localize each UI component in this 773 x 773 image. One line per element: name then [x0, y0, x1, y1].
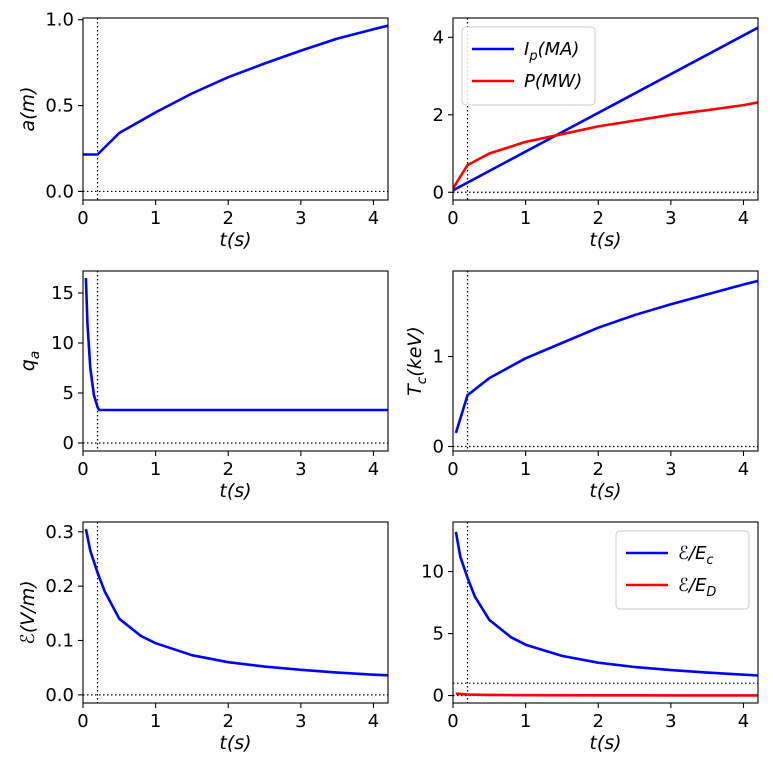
series-line-qa-0 [84, 277, 388, 412]
y-tick-label: 0.0 [45, 181, 74, 202]
x-tick-label: 3 [665, 711, 676, 732]
x-tick-label: 3 [295, 208, 306, 229]
x-tick-label: 3 [665, 459, 676, 480]
y-tick-label: 2 [433, 105, 444, 126]
x-tick-label: 0 [77, 208, 88, 229]
y-tick-label: 0 [433, 182, 444, 203]
x-tick-label: 2 [593, 459, 604, 480]
x-tick-label: 1 [520, 459, 531, 480]
y-tick-label: 1.0 [45, 10, 74, 31]
y-axis-label: Tc(keV) [404, 326, 430, 396]
x-tick-label: 0 [447, 459, 458, 480]
y-tick-label: 4 [433, 27, 444, 48]
y-tick-label: 0 [433, 437, 444, 458]
x-tick-label: 2 [223, 459, 234, 480]
x-tick-label: 4 [738, 459, 749, 480]
legend-label: ℰ/Ec [678, 543, 713, 568]
y-tick-label: 10 [421, 562, 444, 583]
y-tick-label: 0.0 [45, 685, 74, 706]
x-tick-label: 4 [368, 208, 379, 229]
x-tick-label: 3 [295, 459, 306, 480]
series-line-tc-0 [454, 279, 758, 434]
axes-frame [82, 521, 389, 704]
series-line-efield-0 [84, 528, 388, 677]
y-axis-label: ℰ(V/m) [17, 580, 39, 644]
x-tick-label: 4 [368, 459, 379, 480]
y-tick-label: 0.1 [45, 630, 74, 651]
x-tick-label: 0 [447, 711, 458, 732]
x-tick-label: 3 [295, 711, 306, 732]
x-tick-label: 1 [150, 711, 161, 732]
axes-frame [452, 521, 759, 704]
axes-frame [82, 270, 389, 452]
y-tick-label: 1 [433, 347, 444, 368]
y-axis-label: qa [17, 351, 43, 371]
panel-field-ratios: 0 1 2 3 4 0 5 10 t(s) ℰ/Ec ℰ/ED [421, 521, 759, 754]
x-axis-label: t(s) [219, 732, 251, 754]
panel-tc: 0 1 2 3 4 0 1 t(s) Tc(keV) [404, 270, 759, 502]
x-tick-label: 1 [520, 208, 531, 229]
x-tick-label: 4 [368, 711, 379, 732]
x-axis-label: t(s) [219, 480, 251, 502]
x-tick-label: 1 [520, 711, 531, 732]
y-tick-label: 5 [63, 383, 74, 404]
y-tick-label: 5 [433, 624, 444, 645]
x-tick-label: 2 [223, 208, 234, 229]
y-tick-label: 0.5 [45, 96, 74, 117]
x-axis-label: t(s) [589, 480, 621, 502]
series-line-ratios-1 [455, 692, 758, 697]
x-tick-label: 4 [738, 711, 749, 732]
y-tick-label: 0 [433, 686, 444, 707]
y-axis-label: a(m) [17, 87, 39, 132]
axes-frame [452, 270, 759, 452]
series-line-ratios-0 [454, 531, 758, 677]
series-line-ip_p-0 [453, 26, 758, 192]
panel-electric-field: 0 1 2 3 4 0.0 0.1 0.2 0.3 t(s) ℰ(V/m) [17, 521, 389, 754]
legend-label: ℰ/ED [678, 575, 716, 600]
panel-a-of-t: 0 1 2 3 4 0.0 0.5 1.0 t(s) a(m) [17, 10, 389, 251]
x-tick-label: 2 [593, 208, 604, 229]
x-tick-label: 1 [150, 459, 161, 480]
axes-frame [82, 17, 389, 201]
y-tick-label: 10 [51, 333, 74, 354]
y-tick-label: 0.3 [45, 522, 74, 543]
x-tick-label: 0 [77, 459, 88, 480]
series-line-a-0 [83, 24, 388, 156]
y-tick-label: 15 [51, 283, 74, 304]
legend: ℰ/Ec ℰ/ED [615, 530, 750, 610]
x-tick-label: 2 [593, 711, 604, 732]
axes-frame [452, 17, 759, 201]
x-tick-label: 1 [150, 208, 161, 229]
x-axis-label: t(s) [589, 229, 621, 251]
y-tick-label: 0.2 [45, 576, 74, 597]
x-tick-label: 0 [77, 711, 88, 732]
x-tick-label: 2 [223, 711, 234, 732]
x-axis-label: t(s) [219, 229, 251, 251]
legend: Ip(MA) P(MW) [461, 26, 596, 106]
series-line-ip_p-1 [453, 101, 758, 190]
panel-qa: 0 1 2 3 4 0 5 10 15 t(s) qa [17, 270, 389, 502]
x-tick-label: 3 [665, 208, 676, 229]
y-tick-label: 0 [63, 433, 74, 454]
legend-label: P(MW) [524, 71, 582, 92]
x-tick-label: 0 [447, 208, 458, 229]
legend-label: Ip(MA) [524, 39, 579, 64]
x-tick-label: 4 [738, 208, 749, 229]
x-axis-label: t(s) [589, 732, 621, 754]
panel-ip-and-p: 0 1 2 3 4 0 2 4 t(s) Ip(MA) P(MW) [433, 17, 759, 251]
